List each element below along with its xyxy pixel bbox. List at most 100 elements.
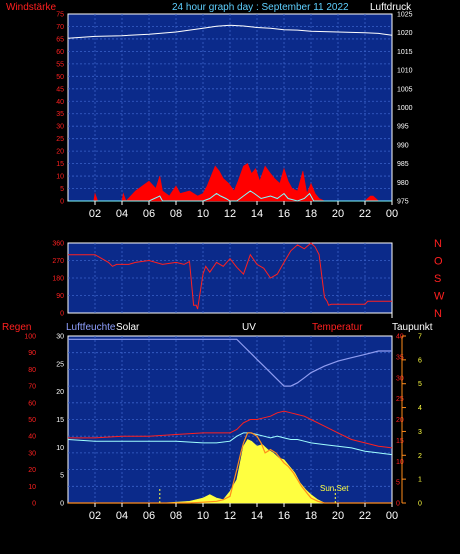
p3-humidity-tick: 0	[60, 501, 64, 508]
p3-xtick-label: 08	[170, 510, 182, 522]
p3-solar-area	[68, 439, 392, 504]
p1-right-tick: 1015	[397, 49, 413, 56]
p3-regen-tick: 10	[28, 484, 36, 491]
p1-wind-area	[68, 163, 392, 202]
p3-xtick-label: 04	[116, 510, 128, 522]
p1-right-tick: 975	[397, 199, 409, 206]
p3-humidity-tick: 5	[60, 473, 64, 480]
p3-dewpoint-tick: 7	[418, 334, 422, 341]
p2-left-tick: 360	[52, 241, 64, 248]
p3-dewpoint-tick: 2	[418, 453, 422, 460]
p1-right-tick: 985	[397, 161, 409, 168]
p2-left-tick: 180	[52, 276, 64, 283]
p2-compass-label: N	[434, 238, 442, 250]
p3-xtick-label: 20	[332, 510, 344, 522]
p3-temperature-tick: 30	[396, 375, 404, 382]
p3-xtick-label: 06	[143, 510, 155, 522]
p3-humidity-tick: 30	[56, 334, 64, 341]
p3-regen-tick: 60	[28, 400, 36, 407]
p3-regen-tick: 40	[28, 434, 36, 441]
p3-temperature-tick: 10	[396, 459, 404, 466]
p1-xtick-label: 08	[170, 208, 182, 220]
p1-right-tick: 1010	[397, 68, 413, 75]
p1-left-tick: 50	[56, 74, 64, 81]
p3-xtick-label: 02	[89, 510, 101, 522]
p3-temperature-tick: 20	[396, 417, 404, 424]
humidity-temperature-panel: 0102030405060708090100051015202530051015…	[24, 334, 422, 523]
p3-dewpoint-tick: 5	[418, 381, 422, 388]
p1-xtick-label: 20	[332, 208, 344, 220]
p1-left-tick: 35	[56, 111, 64, 118]
p1-right-tick: 980	[397, 180, 409, 187]
p3-temperature-tick: 0	[396, 501, 400, 508]
p3-dewpoint-tick: 4	[418, 405, 422, 412]
p3-regen-tick: 0	[32, 501, 36, 508]
p3-regen-tick: 90	[28, 350, 36, 357]
p3-humidity-tick: 15	[56, 417, 64, 424]
taupunkt-label: Taupunkt	[392, 322, 433, 333]
p3-xtick-label: 14	[251, 510, 263, 522]
p3-humidity-tick: 25	[56, 361, 64, 368]
p3-dewpoint-line	[67, 432, 393, 456]
p2-left-tick: 0	[60, 311, 64, 318]
p1-xtick-label: 22	[359, 208, 371, 220]
solar-label: Solar	[116, 322, 140, 333]
p1-right-tick: 1020	[397, 30, 413, 37]
p1-xtick-label: 14	[251, 208, 263, 220]
wind-pressure-panel: 0510152025303540455055606570759759809859…	[56, 12, 412, 221]
p1-left-tick: 20	[56, 149, 64, 156]
sun-set-label: Sun Set	[320, 484, 349, 493]
p3-temperature-line	[68, 410, 393, 449]
p1-xtick-label: 00	[386, 208, 398, 220]
p3-dewpoint-tick: 0	[418, 501, 422, 508]
p3-humidity-tick: 10	[56, 445, 64, 452]
p1-xtick-label: 04	[116, 208, 128, 220]
p1-xtick-label: 18	[305, 208, 317, 220]
p3-xtick-label: 16	[278, 510, 290, 522]
p1-left-tick: 5	[60, 186, 64, 193]
p1-left-tick: 75	[56, 12, 64, 19]
p3-dewpoint-tick: 3	[418, 429, 422, 436]
p1-gust-line	[68, 190, 392, 202]
p1-left-tick: 25	[56, 136, 64, 143]
p1-xtick-label: 12	[224, 208, 236, 220]
p3-dewpoint-tick: 6	[418, 357, 422, 364]
header-left-label: Windstärke	[6, 2, 56, 13]
temperatur-label: Temperatur	[312, 322, 363, 333]
p3-xtick-label: 22	[359, 510, 371, 522]
p3-temperature-tick: 40	[396, 334, 404, 341]
p3-regen-tick: 20	[28, 467, 36, 474]
p1-left-tick: 60	[56, 49, 64, 56]
p3-xtick-label: 18	[305, 510, 317, 522]
uv-label: UV	[242, 322, 256, 333]
p1-right-tick: 995	[397, 124, 409, 131]
regen-label: Regen	[2, 322, 31, 333]
p3-regen-tick: 50	[28, 417, 36, 424]
p3-xtick-label: 10	[197, 510, 209, 522]
p3-regen-tick: 80	[28, 367, 36, 374]
p3-humidity-tick: 20	[56, 389, 64, 396]
p1-left-tick: 55	[56, 61, 64, 68]
p3-temperature-tick: 15	[396, 438, 404, 445]
p1-left-tick: 70	[56, 24, 64, 31]
p1-xtick-label: 10	[197, 208, 209, 220]
p2-left-tick: 270	[52, 258, 64, 265]
p2-left-tick: 90	[56, 293, 64, 300]
p3-humidity-line	[68, 338, 392, 387]
p1-left-tick: 30	[56, 124, 64, 131]
p2-compass-label: W	[434, 291, 445, 303]
p2-compass-label: S	[434, 273, 441, 285]
p3-temperature-tick: 25	[396, 396, 404, 403]
p3-temperature-tick: 35	[396, 354, 404, 361]
p3-regen-tick: 70	[28, 384, 36, 391]
p1-left-tick: 65	[56, 36, 64, 43]
p1-right-tick: 1025	[397, 12, 413, 19]
p1-left-tick: 40	[56, 99, 64, 106]
p3-xtick-label: 00	[386, 510, 398, 522]
p1-left-tick: 45	[56, 86, 64, 93]
p3-dewpoint-tick: 1	[418, 477, 422, 484]
p1-left-tick: 0	[60, 199, 64, 206]
header-right-label: Luftdruck	[370, 2, 412, 13]
